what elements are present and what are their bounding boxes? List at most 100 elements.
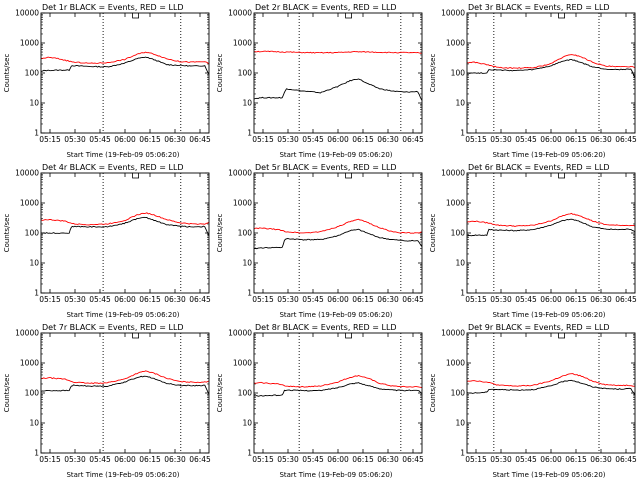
y-tick-label: 1 — [34, 289, 39, 298]
x-tick-label: 06:45 — [189, 295, 211, 304]
y-tick-label: 1 — [34, 449, 39, 458]
x-tick-label: 06:45 — [189, 455, 211, 464]
detector-panel-8: Det 8r BLACK = Events, RED = LLD Counts/s… — [213, 320, 426, 480]
x-tick-label: 05:15 — [39, 295, 61, 304]
plot-frame — [40, 12, 210, 134]
x-tick-label: 05:30 — [64, 455, 86, 464]
detector-panel-1: Det 1r BLACK = Events, RED = LLD Counts/s… — [0, 0, 213, 160]
y-axis-label: Counts/sec — [3, 214, 11, 253]
x-tick-label: 06:00 — [114, 455, 136, 464]
detector-panel-7: Det 7r BLACK = Events, RED = LLD Counts/s… — [0, 320, 213, 480]
y-tick-label: 1000 — [446, 199, 465, 208]
x-tick-label: 06:30 — [164, 295, 186, 304]
x-tick-label: 05:30 — [277, 295, 299, 304]
chart-svg: Det 8r BLACK = Events, RED = LLD Counts/s… — [216, 323, 424, 479]
chart-title: Det 1r BLACK = Events, RED = LLD — [42, 3, 184, 12]
y-axis-label: Counts/sec — [216, 374, 224, 413]
x-tick-label: 06:45 — [615, 455, 637, 464]
x-tick-label: 06:30 — [590, 135, 612, 144]
x-tick-label: 06:15 — [139, 455, 161, 464]
x-tick-label: 05:45 — [302, 295, 324, 304]
detector-panel-4: Det 4r BLACK = Events, RED = LLD Counts/s… — [0, 160, 213, 320]
y-tick-label: 100 — [238, 69, 253, 78]
y-tick-label: 10 — [455, 419, 465, 428]
y-tick-label: 10000 — [441, 169, 465, 178]
y-tick-label: 100 — [238, 389, 253, 398]
lld-series-line — [254, 50, 423, 54]
y-tick-label: 10 — [29, 419, 39, 428]
x-tick-label: 06:00 — [540, 455, 562, 464]
x-tick-label: 06:15 — [565, 455, 587, 464]
x-tick-label: 06:15 — [139, 135, 161, 144]
y-tick-label: 10000 — [441, 329, 465, 338]
y-tick-label: 100 — [451, 69, 466, 78]
chart-title: Det 3r BLACK = Events, RED = LLD — [468, 3, 610, 12]
x-tick-label: 06:00 — [327, 135, 349, 144]
chart-svg: Det 2r BLACK = Events, RED = LLD Counts/s… — [216, 3, 424, 159]
x-tick-label: 06:30 — [164, 135, 186, 144]
y-axis-label: Counts/sec — [216, 54, 224, 93]
x-tick-label: 05:15 — [465, 455, 487, 464]
x-tick-label: 05:30 — [64, 135, 86, 144]
lld-series-line — [466, 212, 636, 227]
x-tick-label: 05:45 — [89, 455, 111, 464]
x-tick-label: 06:15 — [352, 455, 374, 464]
y-tick-label: 10 — [455, 259, 465, 268]
lld-series-line — [466, 373, 636, 387]
plot-frame — [466, 12, 636, 134]
y-tick-label: 100 — [451, 389, 466, 398]
x-tick-label: 05:45 — [302, 455, 324, 464]
y-tick-label: 1 — [34, 129, 39, 138]
events-series-line — [467, 58, 636, 78]
y-tick-label: 100 — [25, 229, 40, 238]
top-marker-bracket — [345, 13, 352, 19]
y-tick-label: 1 — [460, 449, 465, 458]
plot-frame — [253, 172, 423, 294]
x-tick-label: 05:30 — [277, 455, 299, 464]
x-tick-label: 06:15 — [565, 135, 587, 144]
y-tick-label: 1 — [460, 289, 465, 298]
plot-frame — [466, 172, 636, 294]
y-tick-label: 10 — [29, 99, 39, 108]
x-axis-label: Start Time (19-Feb-09 05:06:20) — [66, 311, 179, 319]
x-tick-label: 06:00 — [114, 135, 136, 144]
top-marker-bracket — [132, 173, 139, 179]
x-axis-label: Start Time (19-Feb-09 05:06:20) — [492, 471, 605, 479]
y-axis-label: Counts/sec — [216, 214, 224, 253]
plot-frame — [253, 12, 423, 134]
detector-panel-9: Det 9r BLACK = Events, RED = LLD Counts/s… — [426, 320, 639, 480]
y-tick-label: 1000 — [233, 359, 252, 368]
chart-title: Det 7r BLACK = Events, RED = LLD — [42, 323, 184, 332]
x-tick-label: 06:45 — [615, 295, 637, 304]
top-marker-bracket — [132, 13, 139, 19]
x-tick-label: 06:15 — [139, 295, 161, 304]
x-tick-label: 05:15 — [39, 135, 61, 144]
chart-svg: Det 5r BLACK = Events, RED = LLD Counts/s… — [216, 163, 424, 319]
y-tick-label: 10000 — [228, 9, 252, 18]
x-tick-label: 06:30 — [377, 135, 399, 144]
y-tick-label: 1000 — [20, 39, 39, 48]
events-series-line — [253, 228, 423, 250]
events-series-line — [40, 375, 210, 395]
top-marker-bracket — [558, 333, 565, 339]
chart-svg: Det 1r BLACK = Events, RED = LLD Counts/s… — [3, 3, 211, 159]
events-series-line — [466, 379, 636, 396]
y-tick-label: 10 — [242, 99, 252, 108]
x-tick-label: 06:45 — [402, 295, 424, 304]
chart-title: Det 5r BLACK = Events, RED = LLD — [255, 163, 397, 172]
y-tick-label: 100 — [451, 229, 466, 238]
top-marker-bracket — [558, 173, 565, 179]
y-tick-label: 10 — [455, 99, 465, 108]
x-tick-label: 05:45 — [515, 135, 537, 144]
x-tick-label: 06:00 — [114, 295, 136, 304]
y-tick-label: 10000 — [15, 169, 39, 178]
y-tick-label: 1 — [460, 129, 465, 138]
x-tick-label: 05:30 — [490, 135, 512, 144]
y-axis-label: Counts/sec — [429, 54, 437, 93]
x-tick-label: 05:30 — [490, 455, 512, 464]
x-tick-label: 06:45 — [402, 455, 424, 464]
y-tick-label: 1 — [247, 289, 252, 298]
x-axis-label: Start Time (19-Feb-09 05:06:20) — [492, 311, 605, 319]
x-axis-label: Start Time (19-Feb-09 05:06:20) — [66, 471, 179, 479]
top-marker-bracket — [558, 13, 565, 19]
